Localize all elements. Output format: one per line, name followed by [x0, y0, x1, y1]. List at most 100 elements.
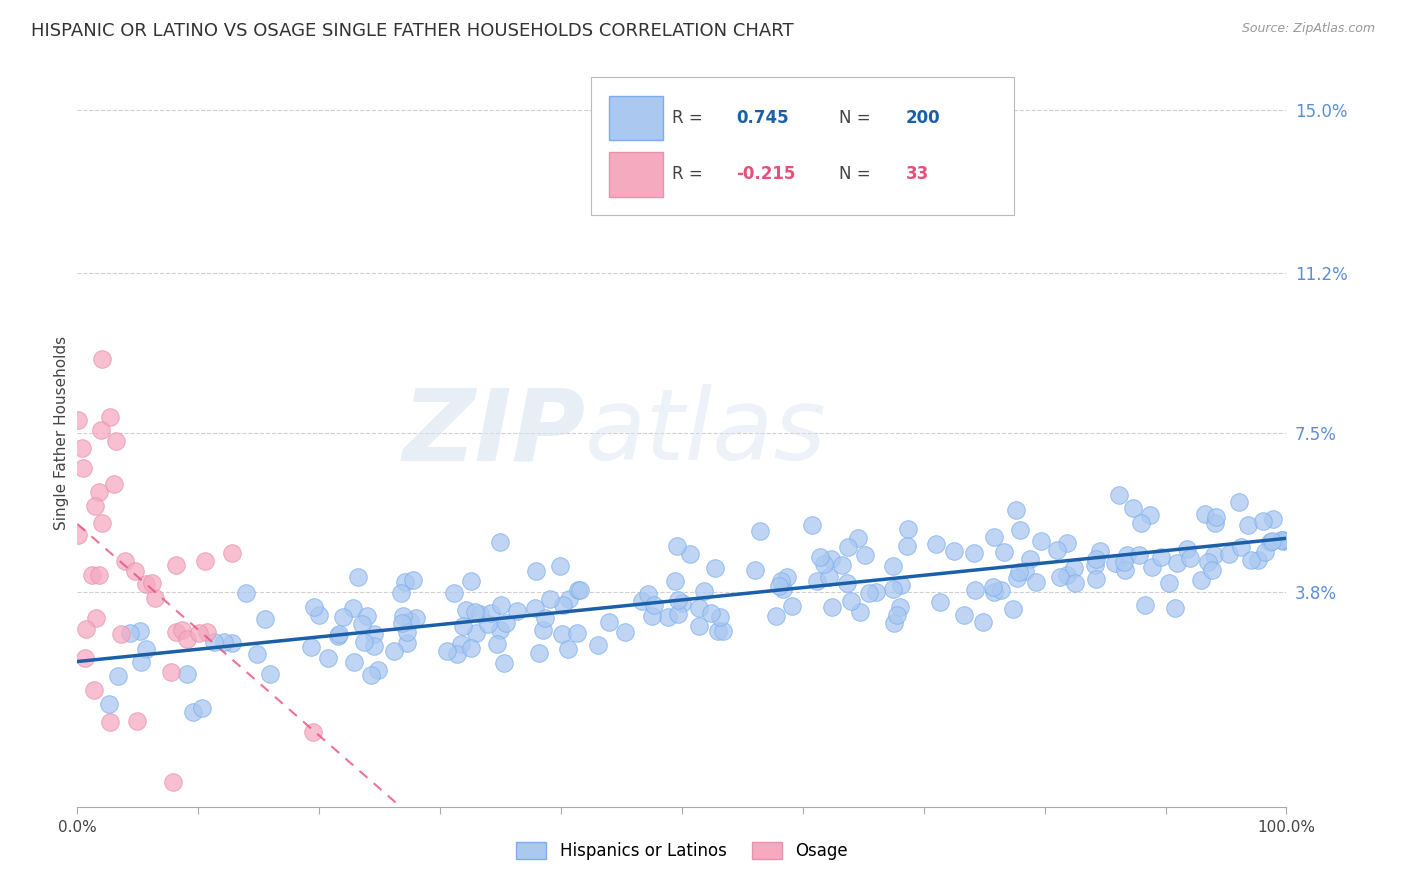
Point: [744, 563, 766, 577]
Point: [846, 532, 869, 546]
Point: [98, 409, 121, 424]
Point: [983, 531, 1005, 545]
Point: [363, 627, 385, 641]
Point: [98, 714, 121, 729]
FancyBboxPatch shape: [592, 77, 1015, 215]
Point: [221, 635, 243, 649]
Point: [953, 607, 976, 622]
Point: [883, 615, 905, 630]
Point: [523, 601, 546, 615]
Point: [127, 714, 149, 728]
Point: [688, 619, 710, 633]
Point: [212, 635, 235, 649]
Point: [637, 587, 659, 601]
Point: [897, 522, 920, 536]
Point: [254, 611, 277, 625]
Point: [853, 548, 876, 562]
Point: [835, 575, 858, 590]
Point: [1112, 555, 1135, 569]
Point: [454, 603, 477, 617]
Point: [896, 539, 918, 553]
Point: [1246, 553, 1268, 567]
Text: -0.215: -0.215: [737, 165, 796, 183]
Point: [302, 724, 325, 739]
Point: [1205, 510, 1227, 524]
Point: [1271, 533, 1294, 547]
Point: [489, 599, 512, 613]
Point: [780, 599, 803, 613]
Point: [882, 582, 904, 597]
Point: [489, 535, 512, 549]
Point: [569, 583, 592, 598]
Point: [246, 647, 269, 661]
Point: [451, 619, 474, 633]
Point: [446, 647, 468, 661]
Point: [538, 592, 561, 607]
Text: R =: R =: [672, 109, 703, 127]
Point: [965, 583, 987, 598]
Point: [191, 701, 214, 715]
Point: [666, 539, 689, 553]
Point: [135, 642, 157, 657]
Point: [460, 641, 482, 656]
Point: [124, 564, 146, 578]
Point: [1084, 552, 1107, 566]
Point: [839, 594, 862, 608]
Legend: Hispanics or Latinos, Osage: Hispanics or Latinos, Osage: [509, 835, 855, 866]
Point: [1139, 508, 1161, 523]
Point: [1166, 556, 1188, 570]
Point: [664, 574, 686, 589]
Text: ZIP: ZIP: [402, 384, 585, 481]
Point: [666, 593, 689, 607]
Point: [402, 573, 425, 587]
Point: [391, 609, 413, 624]
Point: [73, 651, 96, 665]
Point: [486, 637, 509, 651]
Point: [643, 598, 665, 612]
Point: [405, 610, 427, 624]
Point: [363, 639, 385, 653]
Point: [1046, 543, 1069, 558]
Point: [450, 637, 472, 651]
Point: [1116, 548, 1139, 562]
Text: 200: 200: [905, 109, 941, 127]
Point: [492, 656, 515, 670]
Point: [328, 627, 350, 641]
Point: [143, 591, 166, 606]
Point: [1202, 548, 1225, 562]
Point: [1263, 512, 1285, 526]
Point: [553, 598, 575, 612]
Point: [395, 624, 418, 639]
Point: [166, 558, 188, 572]
Point: [1002, 602, 1025, 616]
Point: [1014, 564, 1036, 578]
Point: [768, 579, 790, 593]
Point: [235, 586, 257, 600]
Point: [693, 584, 716, 599]
Point: [1056, 568, 1078, 582]
Point: [91, 516, 114, 530]
Point: [1018, 552, 1040, 566]
Y-axis label: Single Father Households: Single Father Households: [53, 335, 69, 530]
Point: [1189, 574, 1212, 588]
Point: [506, 604, 529, 618]
Point: [890, 578, 912, 592]
Point: [326, 629, 349, 643]
Point: [678, 547, 700, 561]
Text: atlas: atlas: [585, 384, 827, 481]
Point: [813, 557, 835, 571]
Point: [318, 651, 340, 665]
Point: [165, 624, 187, 639]
Point: [1254, 545, 1277, 559]
Point: [97, 697, 120, 711]
Point: [765, 608, 787, 623]
Point: [1129, 516, 1152, 531]
Point: [1258, 534, 1281, 549]
Point: [993, 545, 1015, 559]
Point: [858, 586, 880, 600]
Point: [1251, 515, 1274, 529]
Point: [1230, 540, 1253, 554]
Point: [666, 607, 689, 621]
Point: [551, 627, 574, 641]
Point: [360, 668, 382, 682]
